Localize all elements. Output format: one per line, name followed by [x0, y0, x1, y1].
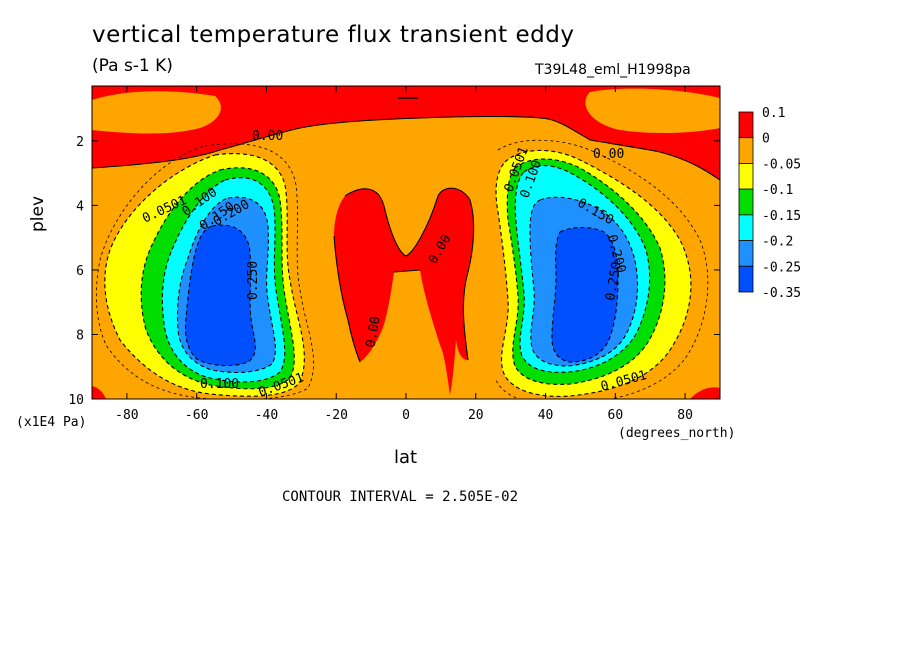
x-tick-label: 80: [677, 408, 693, 423]
colorbar-label: -0.25: [762, 260, 801, 275]
colorbar-swatch: [738, 111, 754, 139]
y-tick-label: 4: [76, 199, 84, 214]
contour-label: 0.250: [603, 261, 625, 302]
fill-red-top: [92, 86, 720, 180]
contour-neg-right-2: [506, 158, 666, 385]
contour-neg-left-5: [184, 224, 256, 367]
colorbar-label: 0.1: [762, 106, 785, 121]
fill-orange-upper-right: [585, 88, 720, 134]
contour-label: 0.250: [246, 261, 261, 300]
contour-zero-top: [92, 115, 720, 181]
y-axis: 2 4 6 8 10: [68, 135, 720, 408]
colorbar-swatch: [738, 188, 754, 216]
colorbar-label: 0: [762, 132, 770, 147]
x-axis-units: (degrees_north): [618, 426, 736, 441]
contour-neg-right-5: [551, 226, 619, 363]
colorbar: 0.1 0 -0.05 -0.1 -0.15 -0.2 -0.25 -0.35: [738, 106, 801, 301]
colorbar-label: -0.05: [762, 157, 801, 172]
fill-red-bottom-right: [690, 387, 720, 399]
colorbar-swatch: [738, 137, 754, 164]
colorbar-label: -0.2: [762, 235, 793, 250]
colorbar-label: -0.15: [762, 209, 801, 224]
fill-deepblue-left: [185, 225, 256, 366]
fill-deepblue-right: [552, 227, 618, 362]
colorbar-label: -0.35: [762, 286, 801, 301]
colorbar-swatch: [738, 265, 754, 293]
contour-neg-left-2: [140, 167, 295, 390]
colorbar-swatch: [738, 163, 754, 190]
contour-neg-right-4: [529, 196, 639, 367]
y-axis-units: (x1E4 Pa): [16, 415, 87, 430]
y-tick-label: 6: [76, 264, 84, 279]
fill-red-bottom-left: [92, 386, 106, 399]
contour-label: 0.100: [200, 377, 239, 392]
contour-fill-layer: [92, 86, 720, 399]
x-tick-label: 60: [608, 408, 624, 423]
x-axis-label: lat: [394, 447, 418, 468]
contour-neg-left-outer: [95, 143, 314, 399]
contour-neg-left-3: [161, 177, 286, 383]
chart-title: vertical temperature flux transient eddy: [92, 22, 575, 48]
x-tick-label: 40: [538, 408, 554, 423]
contour-zero-mid: [393, 269, 421, 273]
contour-neg-left-4: [176, 196, 276, 374]
dataset-label: T39L48_eml_H1998pa: [535, 62, 691, 78]
x-axis: -80 -60 -40 -20 0 20 40 60 80: [115, 86, 693, 423]
fill-red-equator: [334, 188, 474, 395]
colorbar-swatch: [738, 214, 754, 241]
y-tick-label: 2: [76, 135, 84, 150]
contour-label: 0.00: [364, 315, 384, 348]
y-tick-label: 8: [76, 328, 84, 343]
chart-units: (Pa s-1 K): [92, 56, 173, 76]
x-tick-label: -40: [255, 408, 278, 423]
colorbar-label: -0.1: [762, 183, 793, 198]
contour-label: 0.00: [252, 129, 283, 144]
x-tick-label: -60: [185, 408, 208, 423]
x-tick-label: -80: [115, 408, 138, 423]
x-tick-label: 0: [402, 408, 410, 423]
contour-lines: [92, 115, 720, 399]
contour-interval: CONTOUR INTERVAL = 2.505E-02: [282, 489, 519, 505]
x-tick-label: -20: [324, 408, 347, 423]
x-tick-label: 20: [468, 408, 484, 423]
contour-zero-equator: [333, 187, 475, 363]
fill-orange-upper-left: [92, 91, 221, 134]
colorbar-swatch: [738, 240, 754, 267]
contour-neg-left-1: [104, 153, 305, 397]
y-tick-label: 10: [68, 393, 84, 408]
contour-label: 0.00: [593, 147, 624, 162]
